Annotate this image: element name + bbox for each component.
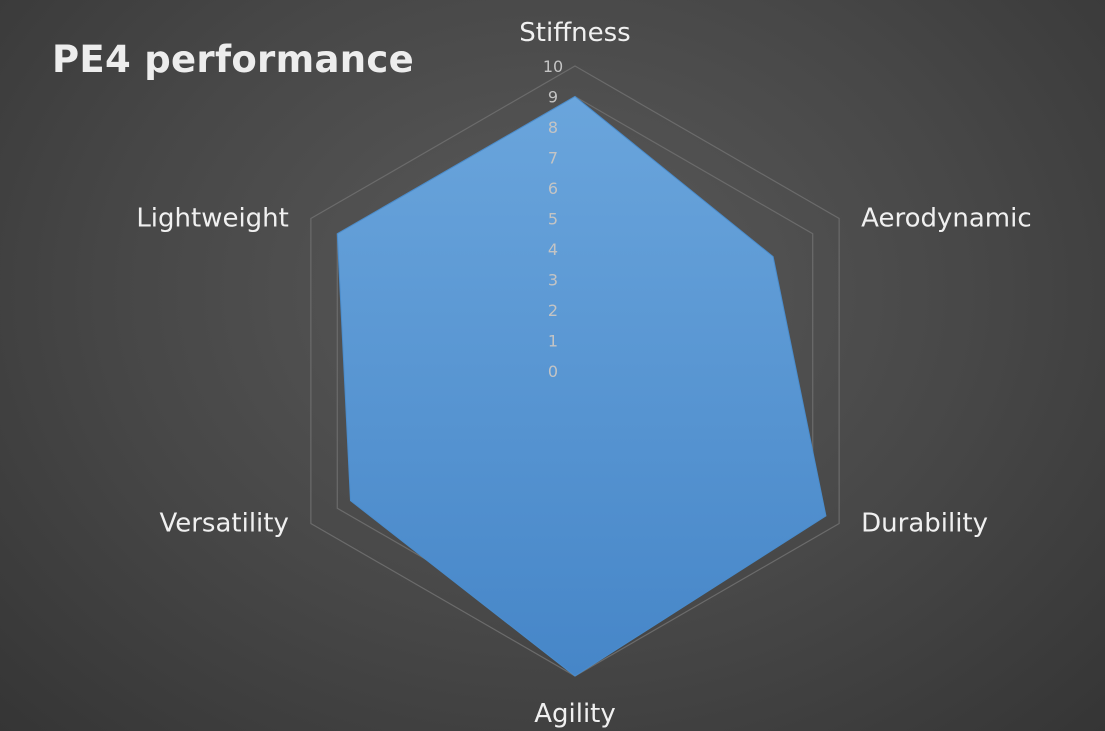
tick-label-0: 0 — [548, 362, 558, 381]
axis-label-stiffness: Stiffness — [519, 18, 630, 48]
radar-ticks: 0 1 2 3 4 5 6 7 8 9 10 — [543, 57, 563, 381]
chart-title: PE4 performance — [52, 38, 414, 81]
tick-label-1: 1 — [548, 332, 558, 351]
axis-label-versatility: Versatility — [159, 509, 288, 539]
series-area-0 — [336, 95, 827, 677]
tick-label-6: 6 — [548, 179, 558, 198]
axis-label-lightweight: Lightweight — [136, 204, 289, 234]
radar-axis-labels: Stiffness Aerodynamic Durability Agility Ver… — [136, 18, 1031, 729]
tick-label-2: 2 — [548, 301, 558, 320]
tick-label-5: 5 — [548, 210, 558, 229]
tick-label-8: 8 — [548, 118, 558, 137]
axis-label-agility: Agility — [534, 699, 616, 729]
tick-label-10: 10 — [543, 57, 563, 76]
axis-label-durability: Durability — [861, 509, 988, 539]
axis-label-aerodynamic: Aerodynamic — [861, 204, 1031, 234]
tick-label-7: 7 — [548, 149, 558, 168]
tick-label-4: 4 — [548, 240, 558, 259]
tick-label-3: 3 — [548, 271, 558, 290]
tick-label-9: 9 — [548, 88, 558, 107]
radar-series — [336, 95, 827, 677]
